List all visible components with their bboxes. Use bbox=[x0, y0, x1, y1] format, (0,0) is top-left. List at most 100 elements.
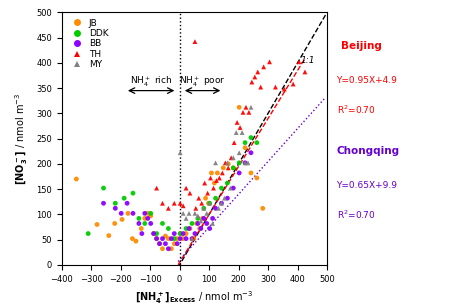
Point bbox=[159, 221, 166, 226]
Point bbox=[224, 196, 231, 201]
Point bbox=[147, 213, 155, 218]
Point bbox=[214, 171, 221, 176]
Point bbox=[173, 241, 181, 246]
Point bbox=[225, 165, 232, 170]
Point bbox=[215, 206, 222, 211]
Point bbox=[191, 231, 199, 236]
Point bbox=[200, 216, 208, 221]
Point bbox=[208, 171, 215, 176]
Point bbox=[144, 211, 152, 216]
Point bbox=[272, 85, 279, 90]
Point bbox=[73, 176, 80, 181]
Point bbox=[248, 79, 255, 84]
Point bbox=[179, 211, 187, 216]
Point bbox=[164, 226, 172, 231]
Point bbox=[190, 236, 198, 241]
Point bbox=[229, 165, 237, 170]
Point bbox=[212, 160, 219, 165]
Point bbox=[206, 201, 213, 206]
Point bbox=[194, 221, 201, 226]
Point bbox=[193, 221, 201, 226]
Point bbox=[244, 160, 252, 165]
Point bbox=[224, 180, 231, 185]
Point bbox=[191, 39, 199, 44]
Point bbox=[212, 196, 219, 201]
X-axis label: $\mathbf{[NH_4^+]_{Excess}}$ / nmol m$^{-3}$: $\mathbf{[NH_4^+]_{Excess}}$ / nmol m$^{… bbox=[135, 289, 254, 306]
Text: NH$_4^+$ poor: NH$_4^+$ poor bbox=[179, 75, 226, 89]
Point bbox=[196, 226, 203, 231]
Point bbox=[236, 150, 243, 155]
Text: R$^2$=0.70: R$^2$=0.70 bbox=[337, 103, 375, 116]
Point bbox=[242, 105, 250, 110]
Point bbox=[301, 70, 309, 75]
Text: Beijing: Beijing bbox=[341, 41, 382, 51]
Point bbox=[197, 226, 205, 231]
Point bbox=[260, 64, 267, 69]
Point bbox=[141, 211, 148, 216]
Point bbox=[153, 186, 160, 191]
Point bbox=[147, 211, 155, 216]
Y-axis label: $\mathbf{[NO_3^-]}$ / nmol m$^{-3}$: $\mathbf{[NO_3^-]}$ / nmol m$^{-3}$ bbox=[14, 92, 30, 185]
Point bbox=[192, 206, 200, 211]
Point bbox=[176, 231, 184, 236]
Point bbox=[120, 196, 128, 201]
Point bbox=[171, 236, 178, 241]
Point bbox=[210, 180, 218, 185]
Point bbox=[162, 234, 169, 239]
Point bbox=[236, 171, 243, 176]
Point bbox=[218, 201, 225, 206]
Text: 1:1: 1:1 bbox=[301, 56, 315, 65]
Point bbox=[128, 236, 136, 241]
Point bbox=[123, 201, 131, 206]
Point bbox=[220, 196, 228, 201]
Point bbox=[194, 213, 201, 218]
Point bbox=[236, 160, 243, 165]
Point bbox=[138, 231, 146, 236]
Point bbox=[245, 110, 253, 115]
Point bbox=[167, 236, 175, 241]
Point bbox=[164, 206, 172, 211]
Point bbox=[182, 186, 190, 191]
Point bbox=[247, 150, 255, 155]
Point bbox=[176, 201, 184, 206]
Point bbox=[207, 176, 214, 180]
Point bbox=[176, 231, 184, 236]
Point bbox=[281, 87, 288, 91]
Point bbox=[257, 85, 264, 90]
Point bbox=[241, 145, 249, 150]
Point bbox=[247, 171, 255, 176]
Point bbox=[186, 191, 194, 196]
Point bbox=[132, 239, 140, 244]
Point bbox=[210, 186, 217, 191]
Point bbox=[153, 236, 160, 241]
Point bbox=[150, 231, 157, 236]
Point bbox=[171, 241, 178, 246]
Point bbox=[254, 70, 262, 75]
Point bbox=[216, 176, 223, 180]
Point bbox=[206, 201, 213, 206]
Point bbox=[188, 236, 196, 241]
Point bbox=[135, 221, 143, 226]
Point bbox=[150, 231, 157, 236]
Point bbox=[233, 120, 241, 125]
Point bbox=[232, 130, 240, 135]
Point bbox=[153, 236, 160, 241]
Point bbox=[201, 180, 209, 185]
Point bbox=[295, 59, 303, 64]
Point bbox=[124, 211, 132, 216]
Point bbox=[195, 196, 202, 201]
Point bbox=[221, 160, 229, 165]
Point bbox=[202, 196, 210, 201]
Point bbox=[224, 160, 231, 165]
Point bbox=[141, 216, 148, 221]
Point bbox=[241, 160, 249, 165]
Point bbox=[105, 233, 113, 238]
Point bbox=[167, 246, 175, 251]
Point bbox=[176, 150, 184, 155]
Point bbox=[171, 231, 178, 236]
Point bbox=[93, 222, 101, 227]
Point bbox=[241, 160, 249, 165]
Point bbox=[253, 176, 261, 180]
Point bbox=[159, 236, 166, 241]
Point bbox=[218, 201, 225, 206]
